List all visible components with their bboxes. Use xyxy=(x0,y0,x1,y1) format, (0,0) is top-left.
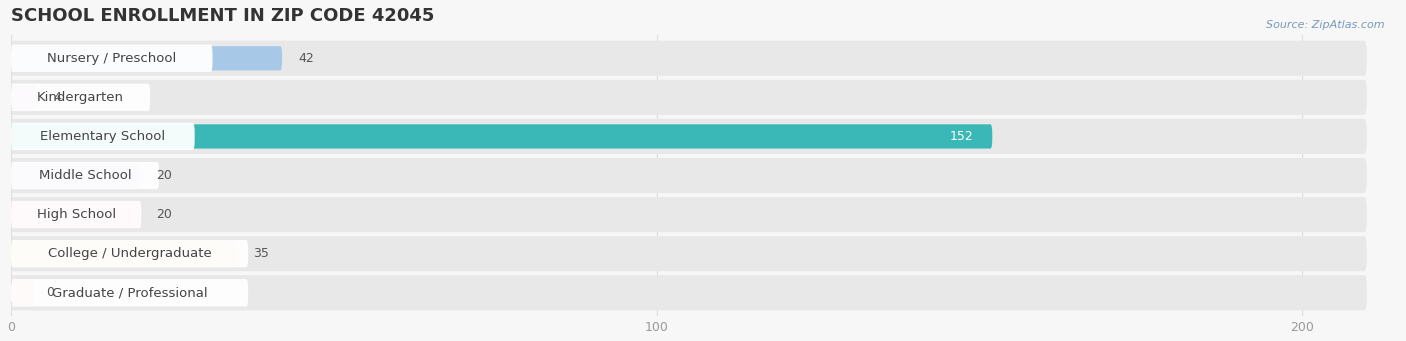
FancyBboxPatch shape xyxy=(11,124,993,149)
FancyBboxPatch shape xyxy=(11,80,1367,115)
FancyBboxPatch shape xyxy=(11,281,34,305)
FancyBboxPatch shape xyxy=(11,85,37,109)
FancyBboxPatch shape xyxy=(11,84,150,111)
FancyBboxPatch shape xyxy=(11,240,247,267)
FancyBboxPatch shape xyxy=(11,236,1367,271)
FancyBboxPatch shape xyxy=(11,162,159,189)
FancyBboxPatch shape xyxy=(11,197,1367,232)
Text: 4: 4 xyxy=(53,91,60,104)
FancyBboxPatch shape xyxy=(11,41,1367,76)
FancyBboxPatch shape xyxy=(11,275,1367,310)
FancyBboxPatch shape xyxy=(11,46,283,70)
FancyBboxPatch shape xyxy=(11,45,212,72)
Text: 20: 20 xyxy=(156,208,172,221)
Text: Nursery / Preschool: Nursery / Preschool xyxy=(48,52,176,65)
FancyBboxPatch shape xyxy=(11,201,141,228)
Text: SCHOOL ENROLLMENT IN ZIP CODE 42045: SCHOOL ENROLLMENT IN ZIP CODE 42045 xyxy=(11,7,434,25)
FancyBboxPatch shape xyxy=(11,119,1367,154)
Text: 0: 0 xyxy=(46,286,55,299)
FancyBboxPatch shape xyxy=(11,163,141,188)
Text: College / Undergraduate: College / Undergraduate xyxy=(48,247,211,260)
FancyBboxPatch shape xyxy=(11,241,238,266)
Text: Graduate / Professional: Graduate / Professional xyxy=(52,286,207,299)
Text: Kindergarten: Kindergarten xyxy=(37,91,124,104)
Text: 42: 42 xyxy=(298,52,314,65)
Text: Elementary School: Elementary School xyxy=(41,130,166,143)
Text: High School: High School xyxy=(37,208,115,221)
FancyBboxPatch shape xyxy=(11,158,1367,193)
Text: Source: ZipAtlas.com: Source: ZipAtlas.com xyxy=(1267,20,1385,30)
FancyBboxPatch shape xyxy=(11,123,194,150)
FancyBboxPatch shape xyxy=(11,279,247,307)
Text: 152: 152 xyxy=(949,130,973,143)
FancyBboxPatch shape xyxy=(11,203,141,227)
Text: 35: 35 xyxy=(253,247,269,260)
Text: 20: 20 xyxy=(156,169,172,182)
Text: Middle School: Middle School xyxy=(39,169,131,182)
